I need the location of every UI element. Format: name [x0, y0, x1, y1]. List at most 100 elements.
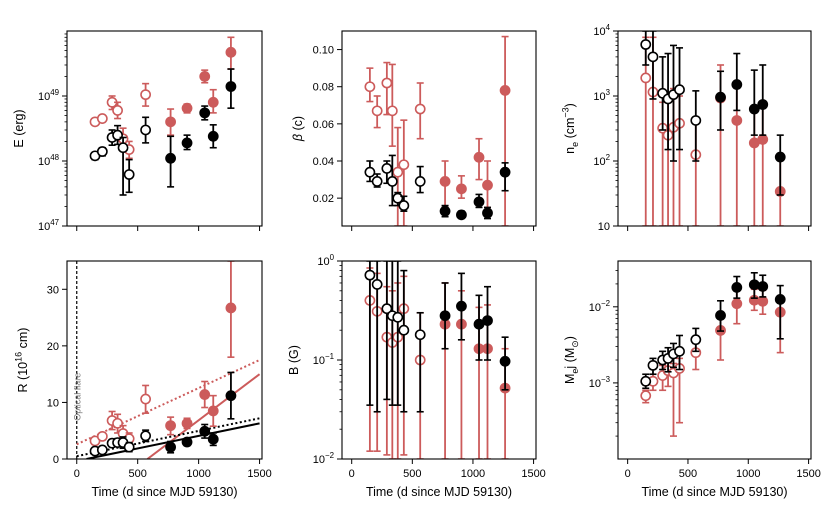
data-point-black-filled [715, 91, 726, 103]
y-tick-label: 1048​ [38, 153, 60, 168]
data-point-black-open [647, 51, 659, 63]
x-tick-label: 1500 [247, 468, 271, 480]
panel-beta: 0.02 0.04 0.06 0.08 0.10 β (c) [291, 30, 537, 231]
data-point-red-filled [731, 115, 743, 126]
data-point-black-filled [439, 205, 451, 217]
x-tick-label: 1500 [521, 468, 545, 480]
data-point-red-filled [225, 46, 237, 58]
data-point-black-filled [181, 137, 193, 149]
data-point-black-filled [499, 355, 511, 367]
axes-frame [617, 30, 812, 227]
x-tick-label: 1000 [736, 468, 760, 480]
y-axis-title: B (G) [287, 345, 301, 375]
y-axis-title: ne​ (cm−3​) [560, 103, 579, 154]
data-point-black-filled [757, 99, 769, 110]
axes-frame [617, 260, 812, 460]
y-tick-label: 10−2​ [313, 451, 334, 466]
y-tick-label: 10−3​ [589, 375, 611, 390]
x-tick-label: 1500 [796, 468, 820, 480]
data-point-red-open [398, 159, 410, 171]
data-point-black-filled [439, 310, 451, 322]
panel-energy: 1047​ 1048​ 1049​ E (erg) [12, 30, 263, 233]
data-point-black-open [414, 176, 426, 187]
panel-radius: Optical flare 0 10 20 30 0 500 1000 1500 Time (d … [13, 260, 272, 499]
data-point-red-open [96, 113, 108, 124]
panel-density: 10 102​ 103​ 104​ ne​ (cm−3​) [560, 23, 812, 233]
data-point-red-filled [439, 176, 451, 187]
data-point-black-filled [165, 152, 176, 164]
data-point-black-filled [499, 166, 511, 178]
y-tick-label: 100​ [317, 253, 334, 268]
data-point-black-filled [165, 441, 176, 453]
y-tick-label: 10 [598, 221, 610, 233]
data-point-red-filled [207, 405, 219, 417]
data-point-black-open [640, 39, 652, 50]
x-tick-label: 0 [74, 468, 80, 480]
data-point-red-open [140, 89, 152, 101]
data-point-black-open [96, 146, 108, 157]
plot-area [364, 35, 511, 226]
y-tick-label: 1049​ [38, 88, 60, 103]
x-axis-title: Time (d since MJD 59130) [366, 485, 512, 499]
y-axis-title: E (erg) [12, 109, 26, 147]
data-point-black-open [123, 441, 135, 453]
optical-flare-label: Optical flare [72, 373, 82, 421]
data-point-black-open [398, 200, 410, 211]
data-point-black-open [690, 334, 702, 346]
data-point-red-open [640, 390, 652, 402]
y-tick-label: 10−1​ [313, 352, 334, 367]
plot-area [640, 31, 786, 226]
data-point-black-filled [199, 425, 211, 437]
data-point-red-open [371, 105, 383, 117]
x-tick-label: 1000 [461, 468, 485, 480]
x-tick-label: 500 [129, 468, 147, 480]
data-point-red-filled [165, 116, 176, 128]
data-point-black-open [640, 375, 652, 387]
data-point-black-open [398, 324, 410, 336]
data-point-black-filled [748, 103, 760, 115]
data-point-black-filled [207, 130, 219, 142]
data-point-black-open [364, 269, 376, 281]
y-tick-label: 0.10 [313, 45, 334, 57]
data-point-black-open [647, 359, 659, 371]
data-point-black-filled [225, 390, 237, 402]
data-point-red-filled [181, 417, 193, 429]
data-point-black-filled [731, 79, 743, 90]
data-point-red-open [364, 81, 376, 93]
data-point-black-open [371, 279, 383, 290]
y-tick-label: 0.04 [313, 156, 334, 168]
data-point-black-filled [715, 310, 726, 321]
data-point-black-open [690, 115, 702, 126]
y-tick-label: 20 [47, 341, 59, 353]
data-point-red-filled [499, 85, 511, 96]
data-point-red-filled [181, 102, 193, 114]
plot-area: Optical flare [72, 261, 261, 459]
y-tick-label: 0.02 [313, 193, 334, 205]
data-point-red-open [96, 430, 108, 442]
data-point-black-open [112, 129, 123, 141]
data-point-red-filled [757, 133, 769, 145]
data-point-black-filled [456, 300, 467, 312]
data-point-black-open [140, 430, 152, 442]
x-axis-title: Time (d since MJD 59130) [641, 485, 787, 499]
data-point-black-open [96, 444, 108, 456]
data-point-red-open [381, 77, 393, 89]
data-point-black-open [140, 124, 152, 136]
y-axis-title: Me​j (M⊙​) [563, 336, 580, 384]
data-point-black-open [381, 163, 393, 174]
y-tick-label: 10−2​ [589, 299, 610, 314]
axes-frame [341, 260, 537, 460]
data-point-black-open [392, 192, 404, 204]
x-tick-label: 500 [679, 468, 697, 480]
y-tick-label: 102​ [593, 153, 610, 168]
plot-area [640, 271, 786, 437]
data-point-black-open [414, 329, 426, 341]
panel-ejecta-mass: 10−3​ 10−2​ 0 500 1000 1500 Time (d since MJD … [563, 260, 821, 499]
data-point-black-filled [731, 281, 743, 293]
y-tick-label: 0 [53, 454, 59, 466]
data-point-black-filled [748, 279, 760, 291]
data-point-red-open [414, 103, 426, 115]
data-point-red-open [640, 72, 652, 84]
data-point-red-filled [207, 96, 219, 108]
data-point-black-filled [199, 107, 211, 119]
